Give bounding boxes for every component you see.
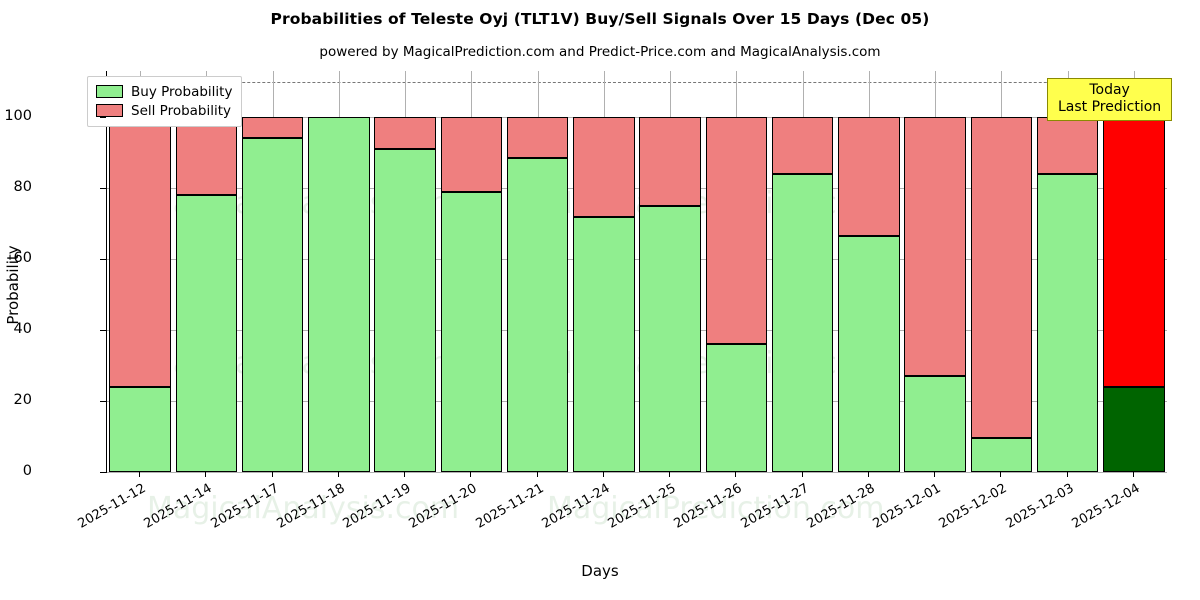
gridline-horizontal: [107, 259, 1167, 261]
legend-swatch-buy: [96, 85, 123, 98]
bar-group[interactable]: [440, 71, 503, 472]
plot-inner: MagicalAnalysis.com MagicalPrediction.com…: [107, 71, 1167, 526]
x-tick-mark: [271, 472, 273, 477]
x-tick-mark: [1066, 472, 1068, 477]
bar-segment-buy[interactable]: [440, 191, 503, 472]
bar-group[interactable]: [506, 71, 569, 472]
y-tick-label: 0: [22, 463, 32, 479]
x-tick-mark: [404, 472, 406, 477]
gridline-horizontal: [107, 401, 1167, 403]
bar-segment-sell[interactable]: [970, 117, 1033, 439]
bar-segment-buy[interactable]: [838, 236, 900, 472]
bar-segment-buy[interactable]: [771, 173, 834, 472]
bar-segment-buy[interactable]: [970, 438, 1033, 472]
y-tick-label: 60: [13, 250, 32, 267]
legend-item[interactable]: Buy Probability: [96, 82, 232, 101]
reference-line: [107, 81, 1167, 83]
y-tick-label: 20: [13, 392, 32, 409]
bar-segment-buy[interactable]: [241, 138, 304, 472]
legend-label: Buy Probability: [131, 83, 233, 100]
today-annotation: Today Last Prediction: [1047, 78, 1173, 122]
bar-segment-sell[interactable]: [838, 117, 900, 237]
bar-segment-buy[interactable]: [573, 216, 635, 472]
bar-segment-sell[interactable]: [771, 117, 834, 174]
x-tick-mark: [139, 472, 141, 477]
bar-group[interactable]: [1103, 71, 1165, 472]
bar-segment-buy[interactable]: [506, 157, 569, 472]
bar-group[interactable]: [573, 71, 635, 472]
x-axis-label: Days: [581, 562, 619, 580]
bar-group[interactable]: [771, 71, 834, 472]
bar-group[interactable]: [175, 71, 238, 472]
bar-segment-sell[interactable]: [1103, 117, 1165, 387]
x-tick-mark: [735, 472, 737, 477]
page-title: Probabilities of Teleste Oyj (TLT1V) Buy…: [270, 10, 930, 28]
x-tick-mark: [536, 472, 538, 477]
gridline-horizontal: [107, 472, 1167, 473]
bar-group[interactable]: [308, 71, 370, 472]
bar-group[interactable]: [109, 71, 171, 472]
bar-segment-sell[interactable]: [109, 117, 171, 387]
bar-segment-sell[interactable]: [639, 117, 701, 206]
y-tick-mark: [100, 188, 106, 190]
bar-segment-sell[interactable]: [506, 117, 569, 158]
y-tick-mark: [100, 117, 106, 119]
bar-group[interactable]: [838, 71, 900, 472]
bar-segment-buy[interactable]: [1103, 386, 1165, 472]
bar-segment-buy[interactable]: [639, 205, 701, 472]
bar-group[interactable]: [639, 71, 701, 472]
bar-group[interactable]: [1036, 71, 1099, 472]
y-tick-label: 80: [13, 179, 32, 196]
today-label-line2: Last Prediction: [1058, 99, 1162, 116]
y-tick-mark: [100, 259, 106, 261]
gridline-horizontal: [107, 117, 1167, 119]
bar-segment-sell[interactable]: [904, 117, 966, 377]
chart-legend: Buy Probability Sell Probability: [87, 76, 243, 127]
bar-segment-sell[interactable]: [241, 117, 304, 139]
chart-subtitle: powered by MagicalPrediction.com and Pre…: [319, 44, 881, 60]
bar-segment-sell[interactable]: [374, 117, 436, 150]
bar-segment-buy[interactable]: [374, 149, 436, 472]
x-tick-mark: [867, 472, 869, 477]
y-tick-mark: [100, 472, 106, 473]
x-tick-mark: [602, 472, 604, 477]
legend-label: Sell Probability: [131, 102, 232, 119]
y-tick-label: 100: [4, 108, 32, 125]
bar-segment-sell[interactable]: [175, 117, 238, 196]
x-tick-mark: [669, 472, 671, 477]
y-tick-mark: [100, 330, 106, 332]
x-tick-mark: [801, 472, 803, 477]
bar-segment-buy[interactable]: [109, 386, 171, 472]
bar-segment-sell[interactable]: [440, 117, 503, 192]
bar-segment-buy[interactable]: [308, 117, 370, 472]
bar-group[interactable]: [970, 71, 1033, 472]
x-tick-mark: [205, 472, 207, 477]
y-tick-mark: [100, 401, 106, 403]
y-tick-label: 40: [13, 321, 32, 338]
x-tick-mark: [337, 472, 339, 477]
gridline-horizontal: [107, 188, 1167, 190]
bar-segment-buy[interactable]: [1036, 173, 1099, 472]
bar-segment-buy[interactable]: [175, 195, 238, 472]
x-tick-mark: [934, 472, 936, 477]
x-tick-mark: [1132, 472, 1134, 477]
bar-segment-sell[interactable]: [1036, 117, 1099, 174]
x-tick-mark: [470, 472, 472, 477]
bar-group[interactable]: [705, 71, 768, 472]
legend-swatch-sell: [96, 104, 123, 117]
bar-segment-buy[interactable]: [705, 344, 768, 472]
bar-group[interactable]: [241, 71, 304, 472]
bar-group[interactable]: [904, 71, 966, 472]
plot-area: MagicalAnalysis.com MagicalPrediction.com…: [106, 71, 1167, 526]
legend-item[interactable]: Sell Probability: [96, 101, 232, 120]
bar-segment-buy[interactable]: [904, 376, 966, 472]
gridline-horizontal: [107, 330, 1167, 332]
bar-segment-sell[interactable]: [705, 117, 768, 345]
bar-group[interactable]: [374, 71, 436, 472]
bar-segment-sell[interactable]: [573, 117, 635, 217]
y-axis-label: Probability: [4, 245, 22, 325]
x-tick-mark: [1000, 472, 1002, 477]
today-label-line1: Today: [1089, 82, 1130, 98]
